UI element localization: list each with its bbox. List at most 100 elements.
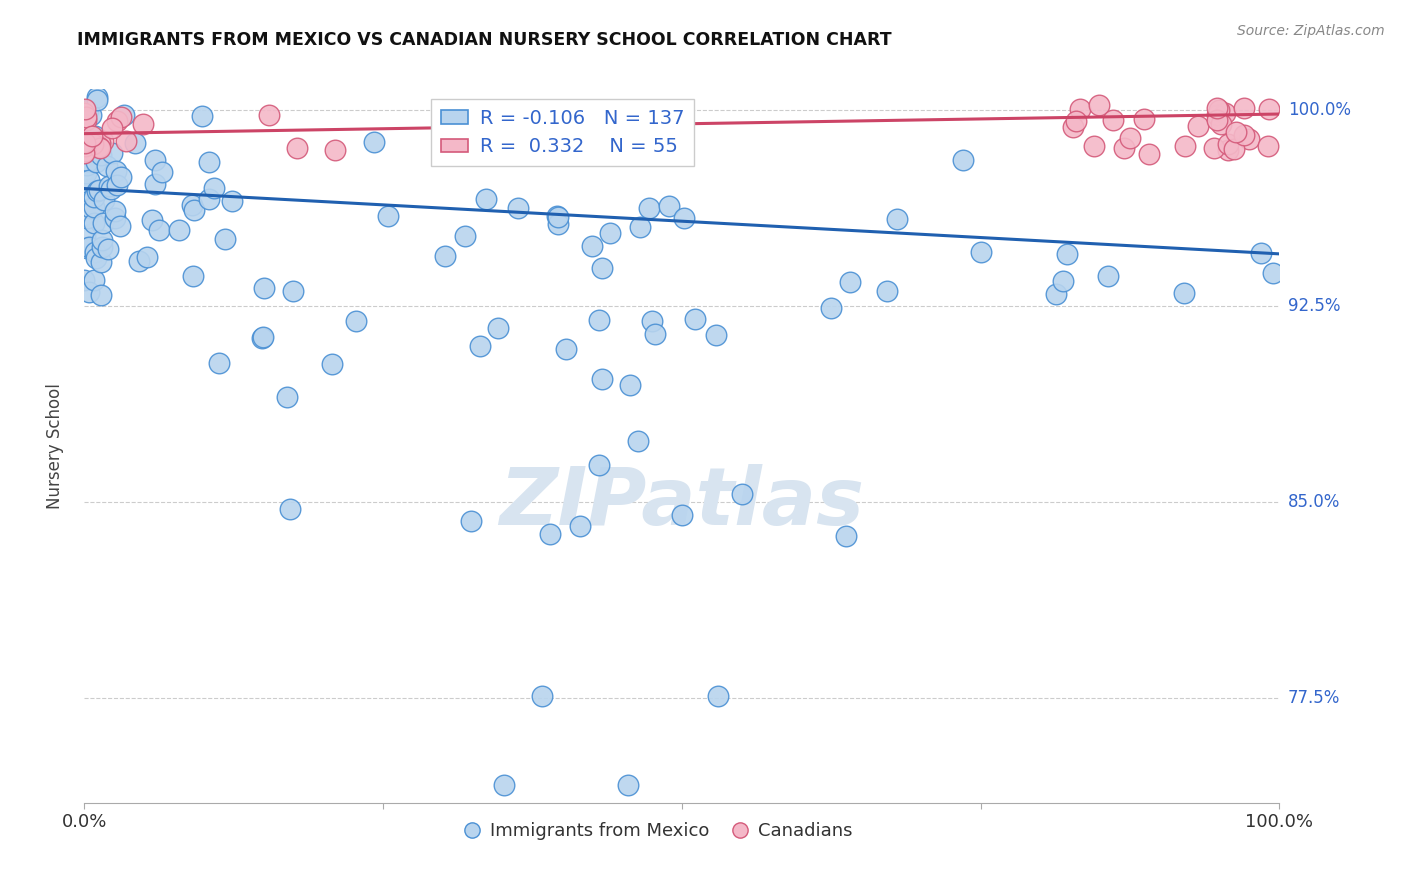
Point [183, 269, 205, 284]
Text: 77.5%: 77.5% [1288, 690, 1340, 707]
Point [190, 110, 212, 124]
Point [1173, 285, 1195, 300]
Text: 92.5%: 92.5% [1288, 297, 1340, 315]
Point [588, 312, 610, 326]
Point [89, 136, 111, 150]
Point [76, 211, 98, 226]
Point [76, 241, 98, 255]
Point [180, 198, 202, 212]
Point [110, 110, 132, 124]
Point [73, 162, 96, 177]
Point [105, 178, 128, 192]
Point [952, 153, 974, 168]
Point [208, 356, 231, 370]
Point [75, 138, 97, 153]
Point [1137, 147, 1160, 161]
Point [104, 211, 127, 225]
Point [1223, 142, 1246, 156]
Point [73, 188, 96, 202]
Point [617, 777, 640, 791]
Point [87, 140, 110, 154]
Point [325, 143, 347, 157]
Point [73, 273, 96, 287]
Point [1216, 143, 1239, 157]
Point [73, 102, 96, 116]
Point [546, 209, 568, 223]
Point [97, 243, 120, 257]
Point [73, 145, 96, 160]
Point [1257, 139, 1279, 153]
Point [73, 229, 96, 244]
Point [84, 128, 107, 143]
Point [128, 254, 150, 268]
Y-axis label: Nursery School: Nursery School [45, 383, 63, 509]
Point [97, 179, 120, 194]
Point [91, 134, 114, 148]
Point [555, 342, 578, 356]
Point [599, 121, 621, 136]
Point [619, 378, 641, 392]
Text: Source: ZipAtlas.com: Source: ZipAtlas.com [1237, 24, 1385, 38]
Point [1206, 101, 1229, 115]
Point [250, 330, 273, 344]
Point [73, 193, 96, 207]
Point [1062, 120, 1084, 134]
Point [77, 194, 100, 208]
Point [547, 211, 569, 225]
Point [136, 251, 159, 265]
Point [257, 108, 280, 122]
Point [150, 165, 173, 179]
Point [83, 190, 105, 204]
Point [87, 183, 110, 197]
Point [1088, 98, 1111, 112]
Point [75, 131, 97, 145]
Point [104, 204, 127, 219]
Point [77, 103, 100, 117]
Point [252, 281, 274, 295]
Point [1233, 101, 1256, 115]
Point [627, 434, 650, 449]
Point [538, 527, 561, 541]
Point [1133, 112, 1156, 127]
Point [73, 166, 96, 180]
Point [84, 245, 107, 260]
Point [685, 311, 707, 326]
Point [77, 153, 100, 168]
Point [252, 330, 274, 344]
Point [1056, 247, 1078, 261]
Point [100, 182, 122, 196]
Point [1206, 108, 1229, 122]
Point [285, 141, 308, 155]
Point [637, 201, 659, 215]
Point [886, 211, 908, 226]
Point [73, 208, 96, 222]
Point [454, 229, 477, 244]
Point [77, 240, 100, 254]
Point [1119, 131, 1142, 145]
Point [494, 777, 516, 791]
Point [731, 487, 754, 501]
Point [84, 252, 107, 266]
Point [73, 105, 96, 120]
Point [704, 327, 727, 342]
Point [1174, 139, 1197, 153]
Point [1250, 246, 1272, 260]
Point [1209, 117, 1232, 131]
Point [377, 209, 399, 223]
Point [1225, 125, 1247, 139]
Point [108, 219, 131, 233]
Point [131, 117, 153, 131]
Point [91, 233, 114, 247]
Text: 85.0%: 85.0% [1288, 493, 1340, 511]
Point [79, 201, 101, 215]
Point [588, 458, 610, 472]
Point [105, 164, 128, 178]
Point [75, 165, 97, 179]
Point [839, 275, 862, 289]
Point [468, 339, 491, 353]
Point [80, 128, 103, 143]
Point [221, 194, 243, 208]
Point [86, 90, 108, 104]
Point [599, 226, 621, 240]
Point [145, 153, 167, 167]
